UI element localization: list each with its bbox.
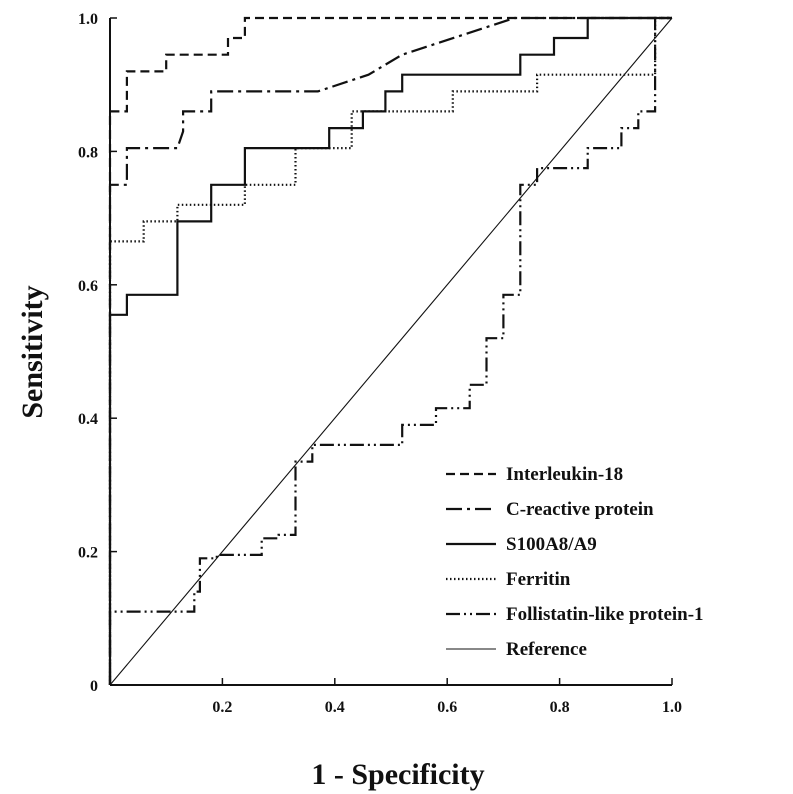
y-tick-label: 0.6	[78, 278, 98, 295]
x-tick-label: 1.0	[662, 699, 682, 716]
y-tick-label: 1.0	[78, 11, 98, 28]
y-tick-label: 0.2	[78, 545, 98, 562]
x-tick-label: 0.8	[550, 699, 570, 716]
y-tick-label: 0.8	[78, 144, 98, 161]
x-tick-label: 0.2	[212, 699, 232, 716]
legend-label-ferritin: Ferritin	[506, 569, 571, 590]
x-tick-label: 0.6	[437, 699, 457, 716]
series-line-c-reactive-protein	[108, 16, 672, 685]
x-ticks: 0.2 0.4 0.6 0.8 1.0	[109, 678, 682, 716]
y-axis-title: Sensitivity	[16, 285, 49, 418]
series-lines	[108, 16, 673, 686]
series-line-reference	[109, 17, 673, 686]
x-tick-label: 0.4	[325, 699, 345, 716]
legend-label-s100a8-a9: S100A8/A9	[506, 534, 597, 555]
y-tick-label: 0	[90, 678, 98, 695]
x-axis-title: 1 - Specificity	[311, 758, 484, 791]
legend-label-reference: Reference	[506, 639, 587, 660]
y-tick-label: 0.4	[78, 411, 98, 428]
legend-label-follistatin-like-protein-1: Follistatin-like protein-1	[506, 604, 704, 625]
y-ticks: 0 0.2 0.4 0.6 0.8 1.0	[78, 11, 117, 695]
legend-label-c-reactive-protein: C-reactive protein	[506, 499, 654, 520]
series-line-interleukin-18	[108, 16, 672, 685]
series-line-ferritin	[108, 16, 672, 685]
legend-label-interleukin-18: Interleukin-18	[506, 464, 623, 485]
legend: Interleukin-18 C-reactive protein S100A8/A…	[446, 464, 704, 660]
series-line-s100a8-a9	[108, 16, 672, 685]
series-line-follistatin-like-protein-1	[108, 16, 672, 685]
